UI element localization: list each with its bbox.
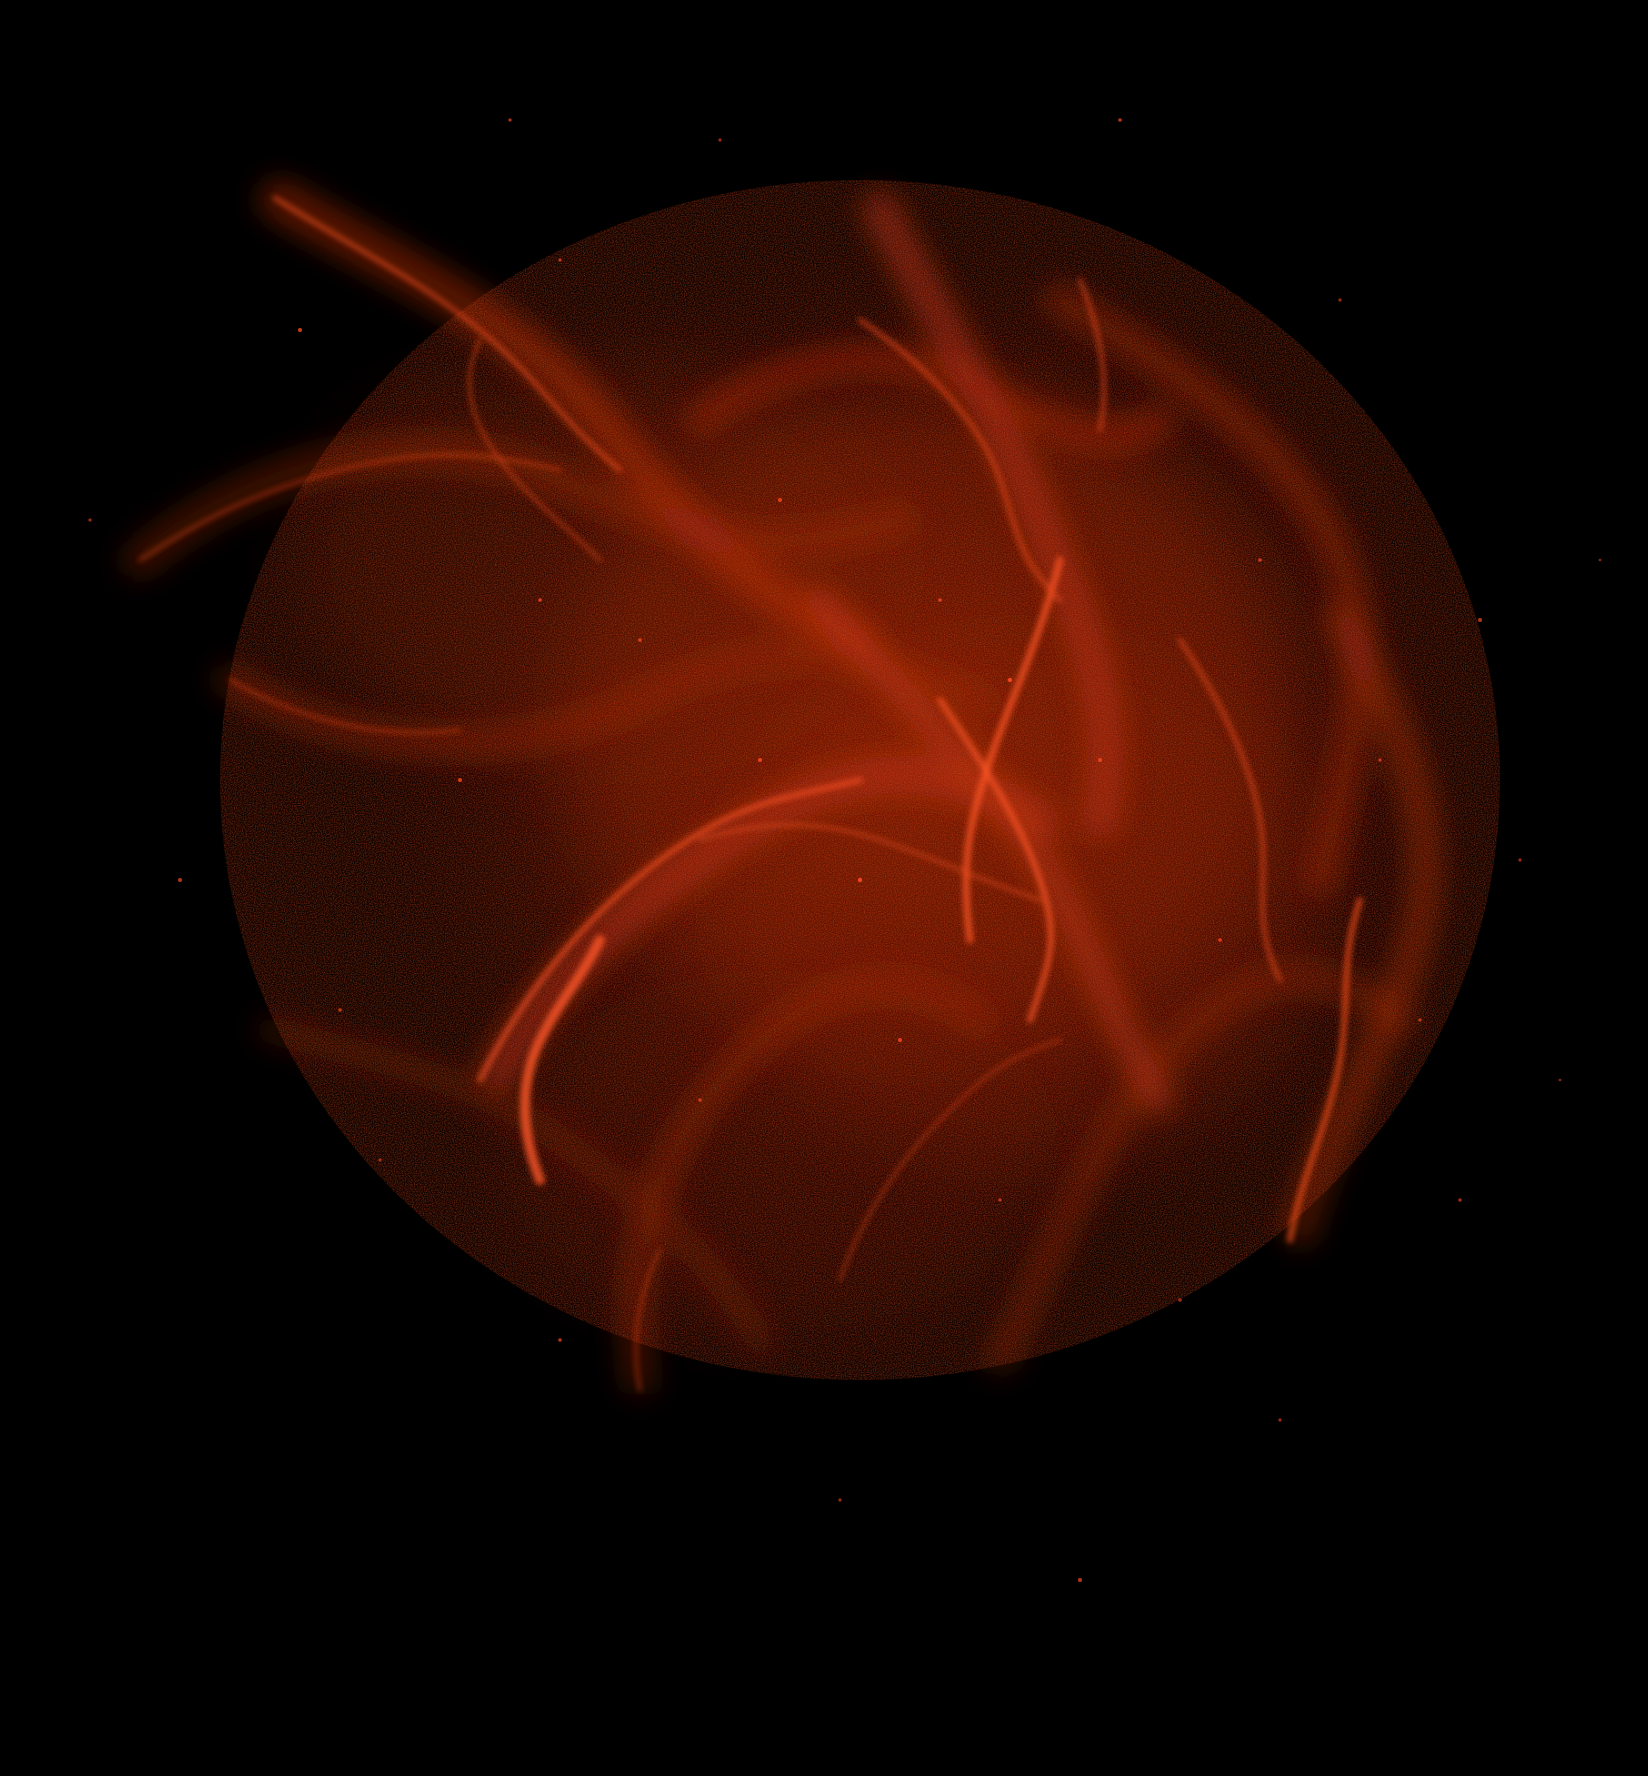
particle-grain — [220, 180, 1500, 1380]
particle-sparkles — [88, 118, 1602, 1582]
